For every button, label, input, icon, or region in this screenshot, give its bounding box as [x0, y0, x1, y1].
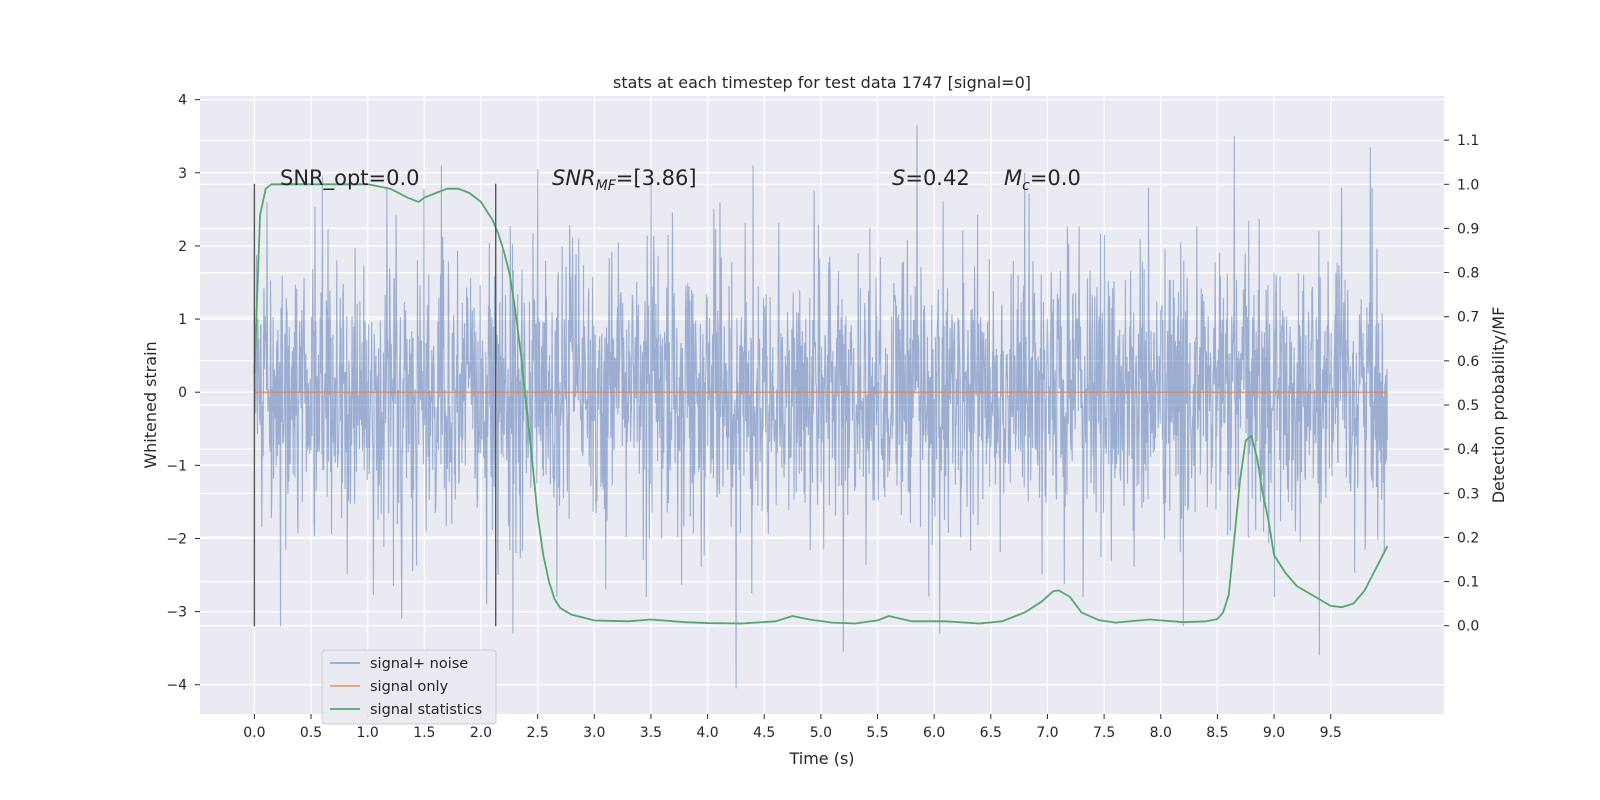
vertical-markers — [253, 183, 497, 627]
y-tick-label-left-4: 0 — [178, 385, 187, 401]
y-tick-label-right-2: 0.2 — [1457, 530, 1479, 546]
x-tick-label-6: 3.0 — [583, 725, 605, 741]
annotation-snr-mf: SNRMF=[3.86] — [552, 166, 697, 194]
y-tick-label-left-7: 3 — [178, 166, 187, 182]
x-tick-label-19: 9.5 — [1320, 725, 1342, 741]
y-tick-label-right-11: 1.1 — [1457, 133, 1479, 149]
x-tick-label-16: 8.0 — [1150, 725, 1172, 741]
y-tick-label-left-5: 1 — [178, 312, 187, 328]
x-tick-label-5: 2.5 — [526, 725, 548, 741]
x-tick-label-9: 4.5 — [753, 725, 775, 741]
y-tick-label-right-3: 0.3 — [1457, 486, 1479, 502]
x-tick-label-17: 8.5 — [1206, 725, 1228, 741]
legend-box — [321, 649, 497, 725]
y-tick-label-left-8: 4 — [178, 93, 187, 109]
y-tick-label-left-3: −1 — [166, 458, 187, 474]
annotation-snr-opt: SNR_opt=0.0 — [280, 166, 420, 191]
annotation-mc-rest: =0.0 — [1030, 166, 1081, 190]
x-tick-label-12: 6.0 — [923, 725, 945, 741]
x-tick-label-10: 5.0 — [810, 725, 832, 741]
y-axis-label-left: Whitened strain — [141, 341, 160, 468]
annotation-snr-mf-main: SNR — [552, 166, 596, 190]
y-tick-label-right-4: 0.4 — [1457, 442, 1479, 458]
x-tick-label-15: 7.5 — [1093, 725, 1115, 741]
annotation-mc-sub: c — [1022, 178, 1030, 194]
x-tick-label-7: 3.5 — [640, 725, 662, 741]
x-axis-label: Time (s) — [788, 749, 854, 768]
annotation-mc: Mc=0.0 — [1004, 166, 1081, 194]
legend-label-signal-only: signal only — [370, 679, 449, 695]
y-tick-label-right-8: 0.8 — [1457, 266, 1479, 282]
y-tick-label-left-0: −4 — [166, 678, 187, 694]
x-tick-label-2: 1.0 — [357, 725, 379, 741]
legend-label-signal-statistics: signal statistics — [370, 702, 482, 718]
annotation-s-rest: =0.42 — [905, 166, 969, 190]
annotation-snr-mf-sub: MF — [596, 178, 617, 194]
y-axis-label-right: Detection probability/MF — [1489, 307, 1508, 504]
y-tick-label-right-9: 0.9 — [1457, 221, 1479, 237]
annotation-snr-mf-rest: =[3.86] — [616, 166, 697, 190]
annotation-mc-main: M — [1004, 166, 1022, 190]
annotation-s: S=0.42 — [892, 166, 970, 190]
x-tick-label-11: 5.5 — [866, 725, 888, 741]
annotation-s-main: S — [892, 166, 905, 190]
y-tick-label-right-10: 1.0 — [1457, 177, 1479, 193]
chart-title: stats at each timestep for test data 174… — [613, 73, 1031, 92]
x-tick-label-0: 0.0 — [243, 725, 265, 741]
y-tick-label-right-6: 0.6 — [1457, 354, 1479, 370]
x-tick-label-13: 6.5 — [980, 725, 1002, 741]
annotations: SNR_opt=0.0 SNRMF=[3.86] S=0.42 Mc=0.0 — [280, 166, 1081, 194]
series-signal-plus-noise — [253, 125, 1388, 689]
x-tick-label-18: 9.0 — [1263, 725, 1285, 741]
y-tick-label-right-7: 0.7 — [1457, 310, 1479, 326]
x-tick-label-3: 1.5 — [413, 725, 435, 741]
line-signal-statistics — [253, 183, 1389, 625]
x-tick-label-4: 2.0 — [470, 725, 492, 741]
line-signal-plus-noise — [253, 125, 1388, 689]
legend-label-signal-plus-noise: signal+ noise — [370, 656, 468, 672]
y-tick-label-left-2: −2 — [166, 531, 187, 547]
y-tick-label-right-5: 0.5 — [1457, 398, 1479, 414]
x-tick-label-14: 7.0 — [1036, 725, 1058, 741]
x-tick-label-1: 0.5 — [300, 725, 322, 741]
y-tick-label-left-6: 2 — [178, 239, 187, 255]
y-tick-label-left-1: −3 — [166, 605, 187, 621]
tick-labels: 0.0 0.5 1.0 1.5 2.0 2.5 3.0 3.5 4.0 4.5 5.0 5.5 6.0 6… — [166, 93, 1479, 741]
y-tick-label-right-1: 0.1 — [1457, 575, 1479, 591]
legend: signal+ noise signal only signal statist… — [321, 649, 497, 725]
x-tick-label-8: 4.0 — [696, 725, 718, 741]
y-tick-label-right-0: 0.0 — [1457, 619, 1479, 635]
series-layer — [253, 183, 1389, 625]
